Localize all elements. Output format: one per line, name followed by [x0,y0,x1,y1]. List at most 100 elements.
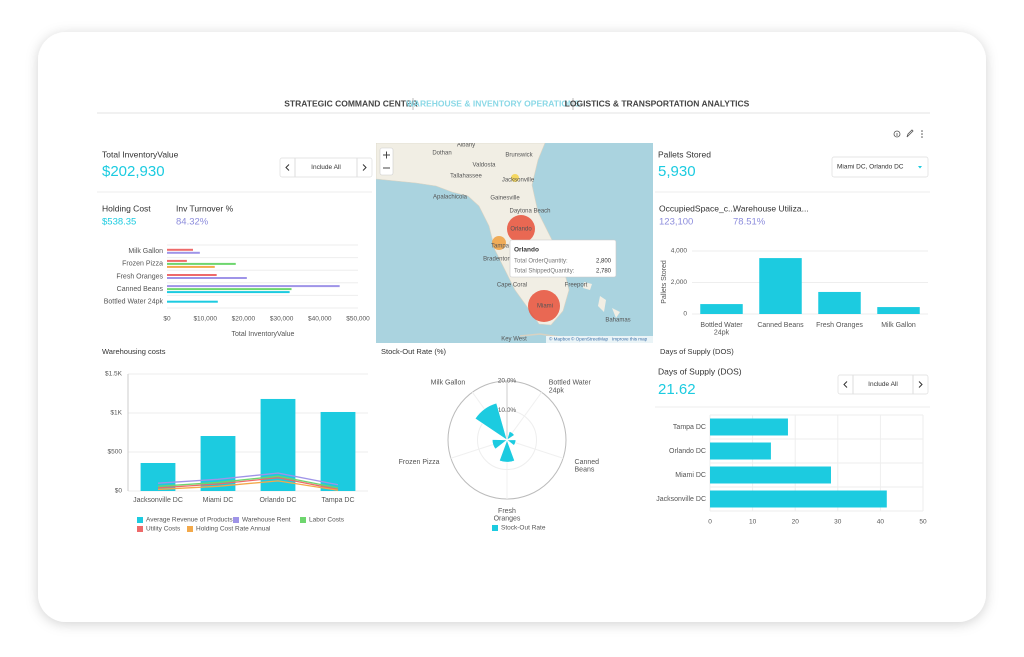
edit-icon[interactable] [906,129,914,138]
y-axis-title: Pallets Stored [661,260,668,304]
bar [167,277,247,279]
tab-active[interactable]: WAREHOUSE & INVENTORY OPERATIONS [406,98,580,108]
y-tick-label: Canned Beans [117,286,164,293]
spoke [506,439,564,459]
next-arrow[interactable] [362,164,367,171]
spoke [506,391,543,441]
map-place: Cape Coral [497,283,527,289]
map-bubble[interactable] [511,174,519,182]
bar [140,462,176,491]
y-tick-label: Fresh Oranges [116,273,163,280]
bar [167,291,290,294]
line [157,472,339,486]
menu-dot[interactable] [921,136,923,138]
bar [700,304,743,314]
prev-arrow[interactable] [843,381,848,388]
map-tooltip [509,239,617,278]
polar-wedge [474,402,508,441]
map-islands [583,282,620,318]
prev-arrow[interactable] [285,164,290,171]
kpi-label: OccupiedSpace_c... [659,203,735,213]
kpi-value: $202,930 [102,163,165,180]
y-tick-label: Jacksonville DC [656,496,706,503]
kpi-value: 21.62 [658,381,696,398]
legend-label: Utility Costs [146,526,181,533]
legend-swatch [187,526,193,532]
x-tick-label: Fresh Oranges [816,322,863,329]
map-place: Jacksonville [502,178,535,184]
legend-swatch [492,525,498,531]
attribution[interactable]: Improve this map [612,337,648,342]
legend-label: Holding Cost Rate Annual [196,526,271,533]
filter-box[interactable] [831,156,929,178]
tab[interactable]: LOGISTICS & TRANSPORTATION ANALYTICS [565,98,750,108]
legend-swatch [137,526,143,532]
y-tick-label: $1.5K [105,371,123,378]
map-place: Bradenton [483,257,511,263]
kpi-label: Inv Turnover % [176,203,234,213]
y-tick-label: Tampa DC [673,424,706,431]
y-tick-label: Bottled Water 24pk [104,299,164,306]
info-icon[interactable] [893,130,901,138]
filter-box[interactable] [279,157,373,178]
line [157,480,339,491]
map-bubble[interactable] [528,290,560,322]
x-tick-label: 0 [708,519,712,526]
x-tick-label: $0 [163,316,171,323]
map-place: Brunswick [505,153,533,159]
legend-label: Labor Costs [309,517,345,524]
map-place: Tallahassee [450,174,482,180]
attribution[interactable]: © OpenStreetMap [571,336,609,342]
menu-dot[interactable] [921,133,923,135]
tab[interactable]: STRATEGIC COMMAND CENTER [284,98,417,108]
x-tick-label: Jacksonville DC [133,497,183,504]
bar [710,490,887,508]
bar [818,291,861,314]
map-bubble[interactable] [507,215,535,243]
x-tick-label: $20,000 [232,316,256,323]
x-tick-label: $30,000 [270,316,294,323]
filter-text: Miami DC, Orlando DC [837,164,904,171]
x-tick-label: Orlando DC [260,497,297,504]
bar [167,274,217,276]
filter-box[interactable] [837,374,929,395]
kpi-value: 84.32% [176,217,209,228]
bar [167,285,340,288]
kpi-value: 5,930 [658,163,696,180]
polar-wedge [506,431,515,441]
y-tick-label: 2,000 [671,279,688,286]
map-place: Albany [457,143,475,149]
map-place: Freeport [565,283,588,289]
legend-label: Average Revenue of Products [146,517,233,524]
x-tick-label: 10 [749,519,757,526]
bar [710,442,771,460]
bar [759,258,802,314]
bar [167,259,187,262]
map-land [376,143,570,326]
attribution[interactable]: © Mapbox [549,336,571,342]
x-tick-label: 50 [919,519,927,526]
filter-text: Include All [311,164,341,171]
bar [167,262,236,265]
y-tick-label: 4,000 [671,248,688,255]
bar [167,248,193,251]
legend-swatch [233,517,239,523]
polar-wedge [498,439,516,463]
bar [167,251,200,254]
menu-dot[interactable] [921,130,923,132]
next-arrow[interactable] [918,381,923,388]
x-tick-label: $50,000 [346,316,370,323]
map-place: Key West [501,337,527,343]
y-tick-label: $1K [110,410,122,417]
chart-title: Warehousing costs [102,347,166,356]
map-bubble[interactable] [492,236,506,250]
kpi-label: Holding Cost [102,203,151,213]
x-tick-label: Canned Beans [757,322,804,329]
bar [167,288,292,291]
map-place: Tampa [491,244,510,250]
dropdown-caret [918,166,922,169]
bar [710,418,788,436]
x-tick-label: Bottled Water 24pk [700,322,743,337]
bar [320,411,356,491]
